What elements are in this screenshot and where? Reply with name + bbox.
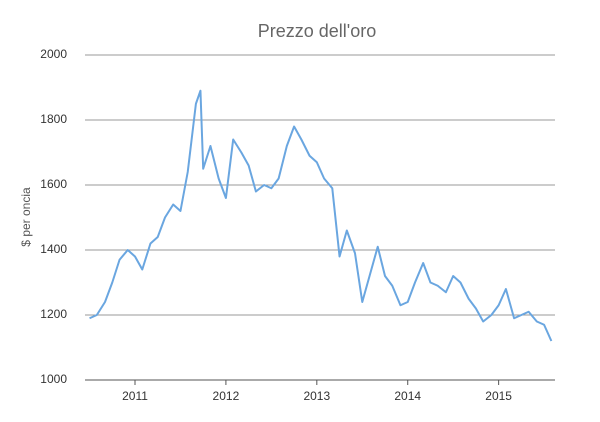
y-tick-label: 1400 [40,242,67,256]
y-tick-label: 1600 [40,177,67,191]
price-line [89,89,553,342]
x-tick-label: 2015 [485,389,512,403]
y-axis-label: $ per oncia [19,187,33,247]
y-tick-label: 1000 [40,372,67,386]
x-tick-label: 2013 [303,389,330,403]
y-tick-label: 2000 [40,47,67,61]
x-tick-label: 2011 [122,389,148,403]
x-tick-label: 2012 [213,389,240,403]
y-tick-label: 1800 [40,112,67,126]
chart-title: Prezzo dell'oro [258,21,377,41]
x-tick-label: 2014 [394,389,421,403]
y-tick-label: 1200 [40,307,67,321]
